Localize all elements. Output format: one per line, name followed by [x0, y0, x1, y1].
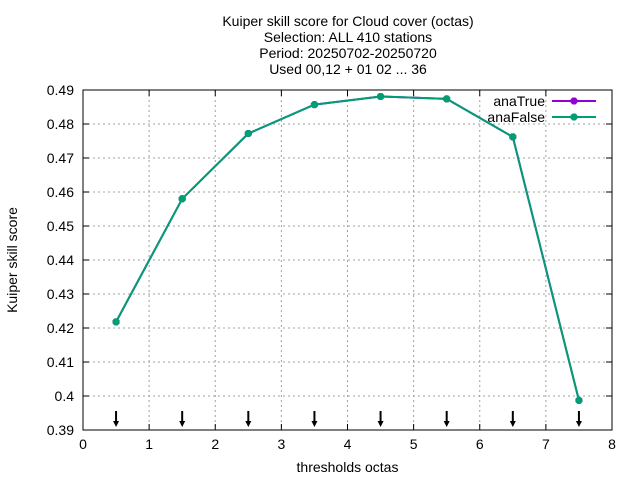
arrow-head — [113, 421, 120, 427]
x-tick-label: 8 — [608, 436, 616, 452]
arrow-head — [575, 421, 582, 427]
data-point-anaFalse — [509, 133, 517, 141]
y-tick-label: 0.49 — [47, 82, 74, 98]
series-group — [112, 92, 583, 404]
series-line-anaFalse — [115, 95, 580, 401]
title-line-1: Kuiper skill score for Cloud cover (octa… — [222, 13, 473, 29]
data-point-anaFalse — [310, 101, 318, 109]
x-tick-label: 7 — [542, 436, 550, 452]
x-axis-label: thresholds octas — [297, 459, 399, 475]
x-tick-label: 2 — [211, 436, 219, 452]
data-point-anaFalse — [377, 92, 385, 100]
legend-swatch-marker — [570, 97, 578, 105]
y-tick-label: 0.4 — [55, 388, 75, 404]
x-tick-label: 6 — [476, 436, 484, 452]
title-line-4: Used 00,12 + 01 02 ... 36 — [269, 61, 427, 77]
series-line-anaTrue — [115, 95, 580, 401]
y-tick-label: 0.45 — [47, 218, 74, 234]
y-tick-label: 0.43 — [47, 286, 74, 302]
threshold-arrows — [113, 411, 582, 427]
x-tick-label: 3 — [277, 436, 285, 452]
data-point-anaFalse — [178, 195, 186, 203]
y-tick-label: 0.42 — [47, 320, 74, 336]
grid — [83, 90, 612, 430]
y-tick-label: 0.41 — [47, 354, 74, 370]
y-tick-label: 0.47 — [47, 150, 74, 166]
arrow-head — [443, 421, 450, 427]
data-point-anaFalse — [575, 396, 583, 404]
legend-label: anaTrue — [493, 93, 545, 109]
y-tick-label: 0.48 — [47, 116, 74, 132]
legend-label: anaFalse — [487, 109, 545, 125]
y-tick-label: 0.44 — [47, 252, 74, 268]
arrow-head — [179, 421, 186, 427]
y-axis-label: Kuiper skill score — [4, 207, 20, 313]
arrow-head — [311, 421, 318, 427]
x-tick-label: 1 — [145, 436, 153, 452]
data-point-anaFalse — [443, 95, 451, 103]
data-point-anaFalse — [244, 130, 252, 138]
title-line-2: Selection: ALL 410 stations — [264, 29, 432, 45]
title-line-3: Period: 20250702-20250720 — [259, 45, 437, 61]
arrow-head — [245, 421, 252, 427]
chart-title: Kuiper skill score for Cloud cover (octa… — [222, 13, 473, 77]
legend-swatch-marker — [570, 113, 578, 121]
axis-ticks: 0 1 2 3 4 5 6 7 8 0.39 0.4 0.41 0.42 0.43 0.44 0.45 0.46… — [47, 82, 616, 452]
y-tick-label: 0.46 — [47, 184, 74, 200]
y-tick-label: 0.39 — [47, 422, 74, 438]
arrow-head — [509, 421, 516, 427]
x-tick-label: 5 — [410, 436, 418, 452]
x-tick-label: 0 — [79, 436, 87, 452]
arrow-head — [377, 421, 384, 427]
x-tick-label: 4 — [344, 436, 352, 452]
data-point-anaFalse — [112, 318, 120, 326]
